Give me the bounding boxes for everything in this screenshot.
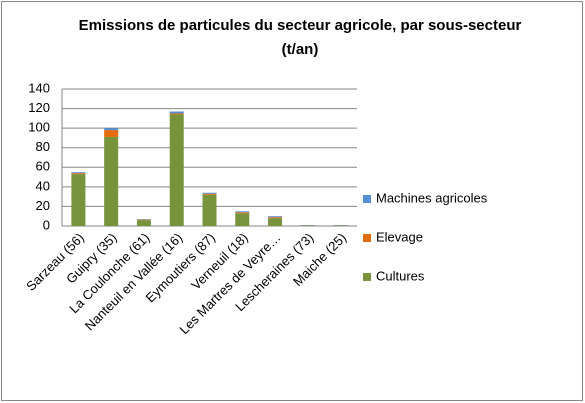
legend-label: Cultures bbox=[376, 268, 425, 283]
y-tick-label: 60 bbox=[36, 159, 50, 174]
legend-swatch bbox=[363, 195, 371, 203]
bar-segment bbox=[268, 216, 283, 218]
bar-segment bbox=[268, 218, 283, 226]
bar-segment bbox=[71, 174, 86, 226]
bar-segment bbox=[268, 217, 283, 219]
y-tick-label: 140 bbox=[28, 80, 50, 95]
y-tick-label: 100 bbox=[28, 120, 50, 135]
bar-segment bbox=[104, 136, 119, 226]
legend-swatch bbox=[363, 273, 371, 281]
bar-segment bbox=[202, 193, 217, 195]
bar-segment bbox=[169, 114, 184, 226]
y-tick-label: 20 bbox=[36, 198, 50, 213]
bar-segment bbox=[71, 173, 86, 175]
legend-label: Machines agricoles bbox=[376, 190, 488, 205]
y-tick-label: 120 bbox=[28, 100, 50, 115]
bar-segment bbox=[235, 211, 250, 213]
legend-swatch bbox=[363, 234, 371, 242]
y-tick-label: 80 bbox=[36, 139, 50, 154]
bar-segment bbox=[71, 172, 86, 174]
bar-segment bbox=[202, 194, 217, 226]
legend-label: Elevage bbox=[376, 229, 423, 244]
bar-segment bbox=[104, 130, 119, 137]
bar-segment bbox=[104, 128, 119, 131]
bar-segment bbox=[235, 212, 250, 214]
y-tick-label: 0 bbox=[43, 217, 50, 232]
bar-segment bbox=[169, 113, 184, 115]
y-tick-label: 40 bbox=[36, 178, 50, 193]
bar-segment bbox=[235, 213, 250, 226]
bar-segment bbox=[202, 192, 217, 194]
chart-title: Emissions de particules du secteur agric… bbox=[78, 17, 522, 58]
bar-segment bbox=[136, 220, 151, 226]
bar-segment bbox=[169, 111, 184, 114]
